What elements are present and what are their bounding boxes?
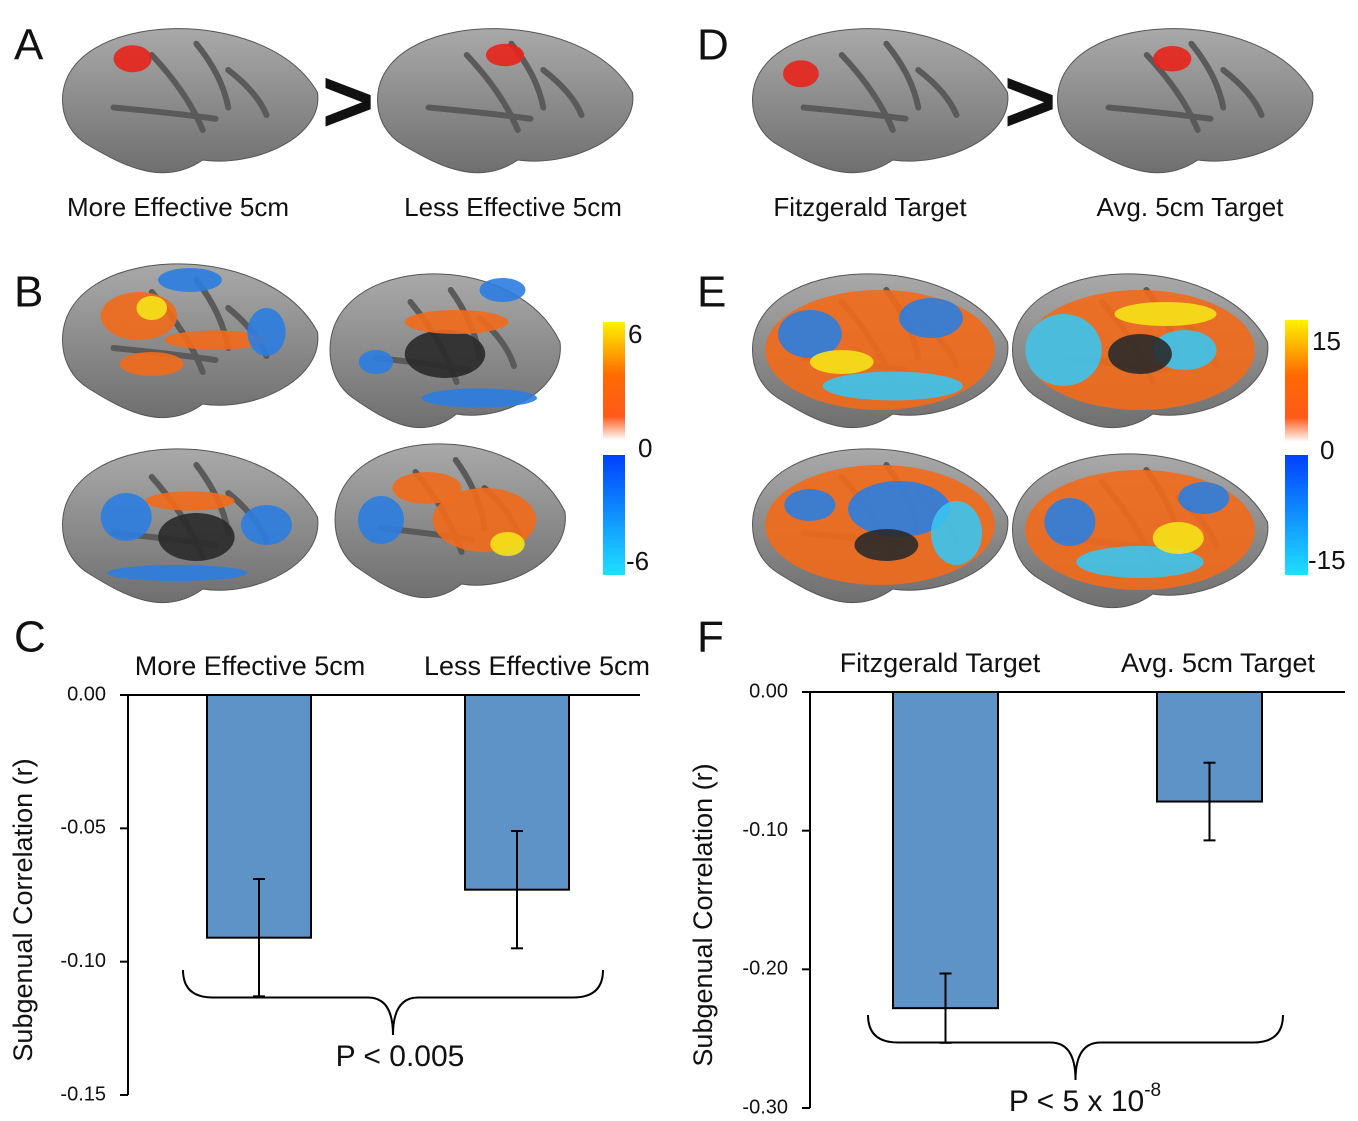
- colorbar-label: -6: [626, 546, 649, 576]
- caption: Less Effective 5cm: [404, 192, 622, 222]
- colorbar-hot: [1285, 320, 1308, 442]
- activation: [1044, 498, 1095, 546]
- brain: [330, 274, 560, 428]
- activation: [158, 513, 235, 561]
- brain: [378, 29, 633, 173]
- activation: [784, 489, 835, 521]
- activation: [158, 268, 222, 292]
- colorbar-hot: [603, 322, 625, 440]
- y-tick-label: -0.30: [742, 1096, 788, 1118]
- brace: [868, 1015, 1283, 1080]
- activation: [101, 292, 178, 340]
- activation: [855, 529, 919, 561]
- x-category-label: More Effective 5cm: [135, 651, 366, 681]
- caption: Avg. 5cm Target: [1097, 192, 1285, 222]
- annotation: P < 0.005: [336, 1040, 465, 1073]
- panel-label: F: [697, 613, 724, 662]
- brain: [753, 274, 1008, 428]
- brain: [63, 264, 318, 418]
- activation: [136, 296, 167, 320]
- colorbar-label: -15: [1308, 545, 1346, 575]
- activation: [359, 350, 394, 374]
- caption: More Effective 5cm: [67, 192, 289, 222]
- x-category-label: Fitzgerald Target: [840, 648, 1041, 678]
- activation: [107, 565, 247, 581]
- activation: [480, 278, 526, 302]
- colorbar-label: 0: [638, 433, 652, 463]
- comparison-symbol: >: [1004, 52, 1057, 152]
- activation: [247, 308, 285, 356]
- activation: [1025, 314, 1102, 386]
- comparison-symbol: >: [322, 52, 375, 152]
- colorbar-label: 15: [1312, 326, 1341, 356]
- activation: [1153, 522, 1204, 554]
- annotation-superscript: -8: [1144, 1080, 1161, 1101]
- brace: [183, 970, 603, 1035]
- colorbar-cold: [1285, 455, 1308, 575]
- figure: A B C D E F > > More Effective 5cm Less …: [0, 0, 1358, 1121]
- y-tick-label: -0.10: [742, 819, 788, 841]
- activation: [899, 298, 963, 338]
- activation: [1115, 302, 1217, 326]
- y-tick-label: 0.00: [749, 680, 788, 702]
- activation: [405, 310, 509, 334]
- activation: [358, 496, 404, 544]
- activation: [393, 472, 462, 504]
- y-tick-label: -0.15: [60, 1083, 106, 1105]
- activation: [783, 60, 819, 87]
- activation: [931, 501, 982, 565]
- activation: [486, 44, 524, 67]
- activation: [120, 352, 184, 376]
- panel-label: C: [14, 613, 46, 662]
- activation: [101, 493, 152, 541]
- activation: [823, 372, 963, 401]
- colorbar-label: 6: [628, 319, 642, 349]
- y-tick-label: -0.20: [742, 958, 788, 980]
- activation: [241, 505, 292, 545]
- activation: [114, 45, 152, 72]
- panel-label: E: [697, 268, 726, 317]
- y-tick-label: -0.05: [60, 817, 106, 839]
- panel-label: D: [697, 21, 729, 70]
- panel-label: B: [14, 268, 43, 317]
- x-category-label: Less Effective 5cm: [424, 651, 650, 681]
- annotation-text: P < 5 x 10: [1009, 1085, 1144, 1118]
- bar: [893, 692, 998, 1008]
- brain: [1013, 274, 1268, 428]
- annotation: P < 5 x 10-8: [1009, 1080, 1161, 1118]
- activation: [405, 330, 486, 378]
- caption: Fitzgerald Target: [773, 192, 967, 222]
- y-axis-label: Subgenual Correlation (r): [688, 763, 718, 1066]
- y-axis-label: Subgenual Correlation (r): [8, 758, 38, 1061]
- activation: [422, 388, 537, 407]
- activation: [145, 491, 234, 510]
- annotation-text: P < 0.005: [336, 1040, 465, 1073]
- activation: [810, 350, 874, 374]
- activation: [1108, 334, 1172, 374]
- activation: [1153, 46, 1191, 72]
- y-tick-label: -0.10: [60, 950, 106, 972]
- panel-label: A: [14, 21, 44, 70]
- brain: [63, 29, 318, 173]
- brain: [63, 449, 318, 603]
- colorbar-label: 0: [1320, 435, 1334, 465]
- x-category-label: Avg. 5cm Target: [1121, 648, 1316, 678]
- brain: [335, 444, 565, 598]
- brain: [753, 29, 1008, 173]
- brain: [1058, 29, 1313, 173]
- colorbar-cold: [603, 455, 625, 575]
- activation: [490, 532, 525, 556]
- brain: [1013, 454, 1268, 608]
- y-tick-label: 0.00: [67, 683, 106, 705]
- activation: [1178, 482, 1229, 514]
- brain: [753, 449, 1008, 603]
